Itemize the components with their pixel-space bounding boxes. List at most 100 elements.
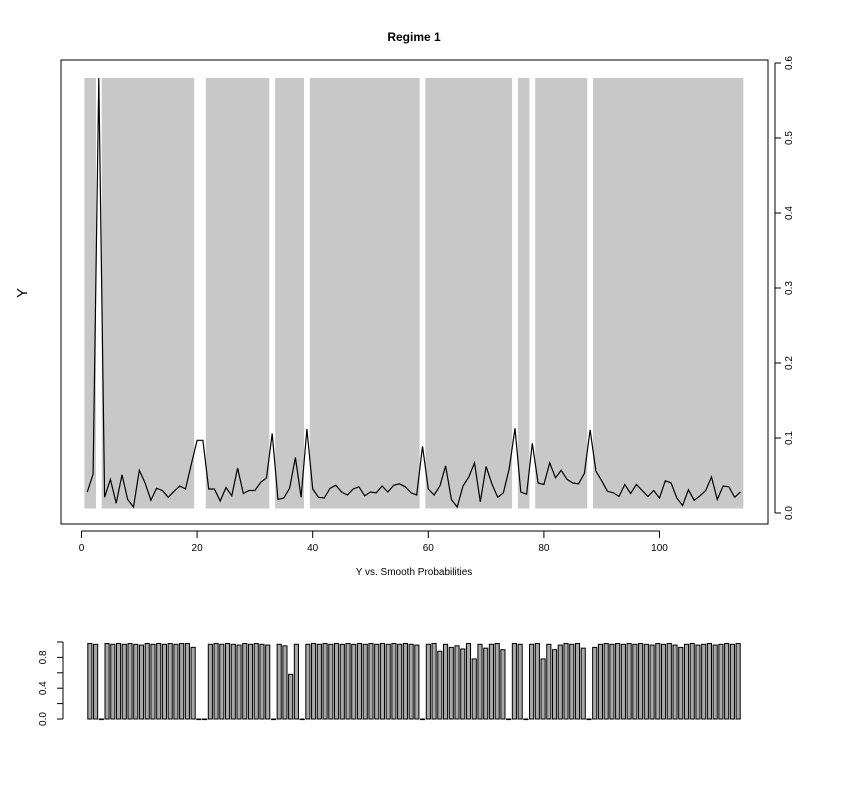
- probability-bar: [471, 658, 477, 720]
- probability-bar: [391, 643, 397, 720]
- probability-bar: [219, 643, 225, 720]
- probability-bar: [230, 643, 236, 720]
- probability-bar: [379, 643, 386, 720]
- x-axis: 0 20 40 60 80 100: [79, 530, 668, 554]
- probability-bar: [408, 643, 414, 720]
- probability-bar: [603, 643, 609, 720]
- probability-bar: [362, 643, 368, 720]
- probability-bar: [207, 643, 213, 720]
- probability-bar: [465, 643, 472, 720]
- probability-bar: [305, 643, 311, 720]
- probability-bar: [448, 646, 454, 720]
- bar-y-tick-label: 0.0: [38, 712, 49, 726]
- probability-bar: [161, 643, 168, 720]
- bar-y-axis: 0.0 0.4 0.8: [38, 641, 64, 726]
- regime-band: [517, 78, 530, 509]
- y-tick-label: 0.1: [784, 431, 795, 445]
- regime-band: [275, 78, 305, 509]
- probability-bar: [133, 643, 139, 720]
- probability-bar: [253, 643, 259, 720]
- probability-bar: [597, 643, 604, 720]
- probability-bar: [190, 646, 196, 720]
- probability-bar: [506, 718, 512, 721]
- probability-bar: [494, 643, 500, 720]
- probability-bar: [402, 643, 408, 720]
- probability-bar: [574, 643, 581, 720]
- probability-bar: [127, 643, 133, 720]
- y-tick-label: 0.4: [784, 206, 795, 220]
- probability-bar: [224, 643, 231, 720]
- probability-bar: [666, 643, 672, 720]
- probability-bar: [196, 718, 202, 721]
- probability-bar: [265, 644, 271, 720]
- probability-bar: [678, 646, 684, 720]
- probability-bar: [695, 644, 701, 720]
- probability-bar: [282, 645, 288, 720]
- probability-bar: [339, 643, 345, 720]
- chart-title: Regime 1: [387, 30, 441, 44]
- probability-bar: [121, 643, 127, 720]
- y-tick-label: 0.6: [784, 56, 795, 70]
- probability-bar: [328, 643, 334, 720]
- probability-bar: [638, 643, 644, 720]
- probability-bar: [368, 643, 374, 720]
- probability-bar: [351, 643, 357, 720]
- probability-bar: [689, 643, 695, 720]
- y-tick-label: 0.5: [784, 131, 795, 145]
- probability-bar: [551, 649, 558, 720]
- probability-bar: [138, 644, 145, 720]
- bar-y-tick-label: 0.4: [38, 681, 49, 695]
- regime-band: [101, 78, 195, 509]
- y-tick-label: 0.2: [784, 356, 795, 370]
- probability-bar: [213, 643, 219, 720]
- probability-bar: [110, 643, 116, 720]
- probability-bar: [626, 643, 632, 720]
- probability-bar: [98, 718, 104, 721]
- probability-bar: [735, 643, 741, 720]
- regime-shading: [84, 78, 744, 509]
- probability-bar: [293, 643, 299, 720]
- probability-bar: [173, 643, 179, 720]
- probability-bar: [454, 645, 460, 720]
- probability-bar: [712, 644, 718, 720]
- probability-bar: [683, 643, 690, 720]
- regime-band: [593, 78, 744, 509]
- probability-bar: [150, 643, 156, 720]
- probability-bar: [333, 643, 340, 720]
- probability-bar: [299, 718, 305, 721]
- y-axis-right: 0.0 0.1 0.2 0.3 0.4 0.5 0.6: [774, 56, 795, 520]
- probability-bar: [259, 643, 265, 720]
- probability-bar: [609, 643, 615, 720]
- probability-bar: [460, 648, 466, 720]
- probability-bar: [500, 649, 506, 720]
- probability-bar: [546, 643, 552, 720]
- probability-bar: [540, 658, 546, 720]
- probability-bar: [586, 718, 592, 721]
- probability-bar: [529, 643, 535, 720]
- probability-bar: [184, 643, 190, 720]
- x-tick-label: 80: [538, 543, 550, 554]
- probability-bar: [345, 643, 351, 720]
- probability-bar: [247, 643, 254, 720]
- y-axis-label: Y: [14, 288, 31, 298]
- regime-band: [205, 78, 270, 509]
- regime-band: [84, 78, 96, 509]
- probability-bar: [488, 643, 495, 720]
- chart-subtitle: Y vs. Smooth Probabilities: [356, 567, 473, 578]
- probability-bar: [322, 643, 328, 720]
- probability-bar: [167, 643, 173, 720]
- probability-bar: [718, 643, 724, 720]
- probability-bar: [517, 643, 523, 720]
- probability-bar: [615, 643, 621, 720]
- probability-bar: [179, 643, 185, 720]
- probability-bar: [660, 643, 667, 720]
- probability-bar: [534, 643, 540, 720]
- probability-bar: [87, 643, 93, 720]
- probability-bar: [592, 646, 598, 720]
- probability-bar: [523, 718, 529, 721]
- bar-y-tick-label: 0.8: [38, 650, 49, 664]
- probability-bar: [414, 644, 420, 720]
- probability-bar: [477, 643, 483, 720]
- probability-bar: [483, 647, 489, 720]
- regime-band: [535, 78, 588, 509]
